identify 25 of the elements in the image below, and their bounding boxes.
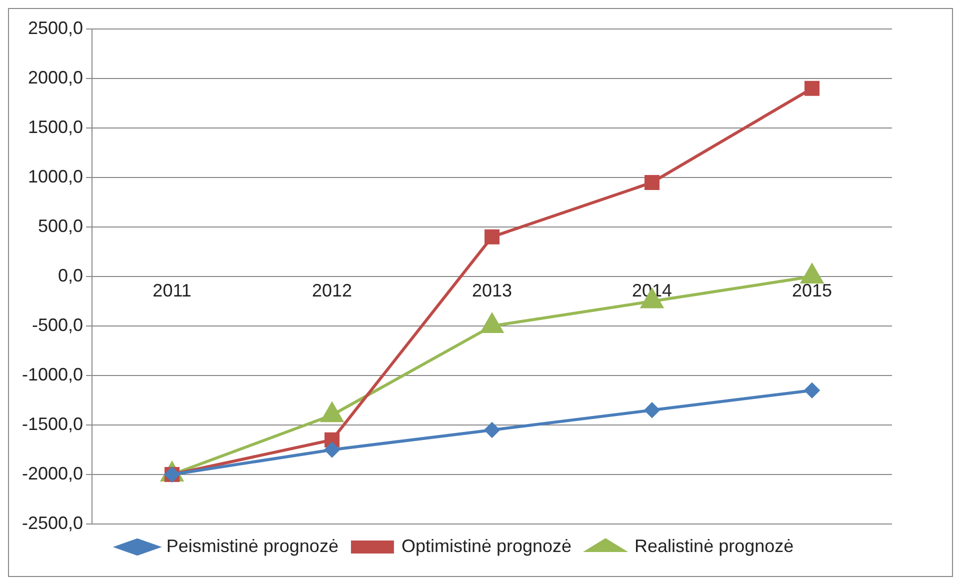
x-tick-label: 2013 <box>472 280 512 300</box>
y-tick-label: 2500,0 <box>28 18 84 38</box>
y-tick-label: -2500,0 <box>22 512 84 533</box>
point <box>484 422 500 438</box>
y-tick-label: -500,0 <box>32 314 84 335</box>
y-tick-label: 1500,0 <box>28 116 84 137</box>
y-tick-label: 500,0 <box>38 216 84 236</box>
legend-label: Peismistinė prognozė <box>166 536 338 556</box>
y-tick-label: -1000,0 <box>22 364 84 384</box>
point <box>804 382 820 398</box>
y-tick-label: -1500,0 <box>22 414 84 434</box>
y-tick-label: 2000,0 <box>28 67 84 88</box>
legend-label: Realistinė prognozė <box>634 536 794 556</box>
point <box>484 229 500 244</box>
x-tick-label: 2015 <box>792 280 832 300</box>
point <box>324 442 340 458</box>
x-tick-label: 2012 <box>312 280 352 300</box>
point <box>644 402 660 418</box>
x-tick-label: 2011 <box>152 280 192 300</box>
point <box>644 174 660 190</box>
y-tick-label: 1000,0 <box>28 166 84 186</box>
y-tick-label: 0,0 <box>58 265 84 286</box>
y-tick-label: -2000,0 <box>22 463 84 484</box>
point <box>804 80 820 96</box>
legend-label: Optimistinė prognozė <box>401 536 572 556</box>
